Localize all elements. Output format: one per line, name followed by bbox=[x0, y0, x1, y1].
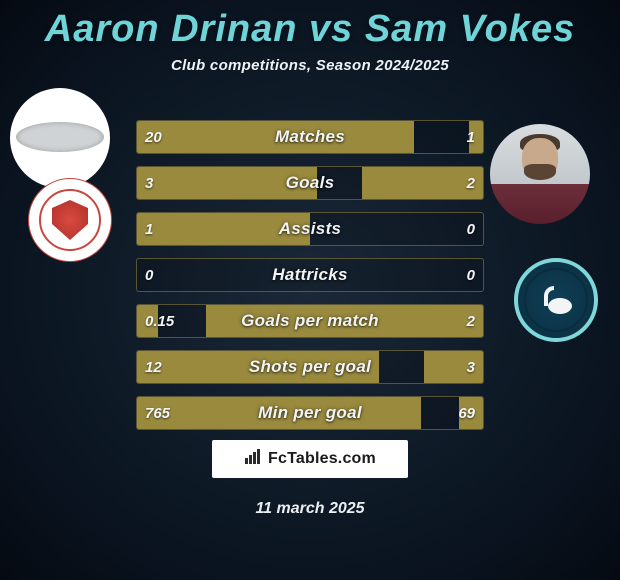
stat-row: 201Matches bbox=[136, 120, 484, 154]
club-badge-right-swan bbox=[542, 284, 578, 318]
brand-text: FcTables.com bbox=[268, 450, 376, 468]
brand-logo-icon bbox=[244, 449, 262, 470]
stat-label: Goals per match bbox=[137, 305, 483, 337]
stat-label: Shots per goal bbox=[137, 351, 483, 383]
stat-row: 76569Min per goal bbox=[136, 396, 484, 430]
stat-label: Min per goal bbox=[137, 397, 483, 429]
player-right-photo bbox=[490, 124, 590, 224]
page-title: Aaron Drinan vs Sam Vokes bbox=[0, 0, 620, 51]
stat-label: Hattricks bbox=[137, 259, 483, 291]
stats-bars: 201Matches 32Goals 10Assists 00Hattricks 0.1… bbox=[136, 120, 484, 442]
subtitle: Club competitions, Season 2024/2025 bbox=[0, 57, 620, 74]
club-badge-left-shield bbox=[50, 200, 90, 240]
club-badge-right bbox=[514, 258, 598, 342]
stat-label: Assists bbox=[137, 213, 483, 245]
stat-row: 0.152Goals per match bbox=[136, 304, 484, 338]
stat-label: Matches bbox=[137, 121, 483, 153]
player-left-photo bbox=[10, 88, 110, 188]
stat-row: 32Goals bbox=[136, 166, 484, 200]
stat-label: Goals bbox=[137, 167, 483, 199]
placeholder-silhouette bbox=[16, 122, 104, 152]
club-badge-left bbox=[28, 178, 112, 262]
stat-row: 00Hattricks bbox=[136, 258, 484, 292]
stat-row: 10Assists bbox=[136, 212, 484, 246]
brand-box[interactable]: FcTables.com bbox=[212, 440, 408, 478]
placeholder-beard bbox=[524, 164, 556, 180]
date-text: 11 march 2025 bbox=[0, 500, 620, 518]
club-badge-left-ring bbox=[39, 189, 101, 251]
stat-row: 123Shots per goal bbox=[136, 350, 484, 384]
